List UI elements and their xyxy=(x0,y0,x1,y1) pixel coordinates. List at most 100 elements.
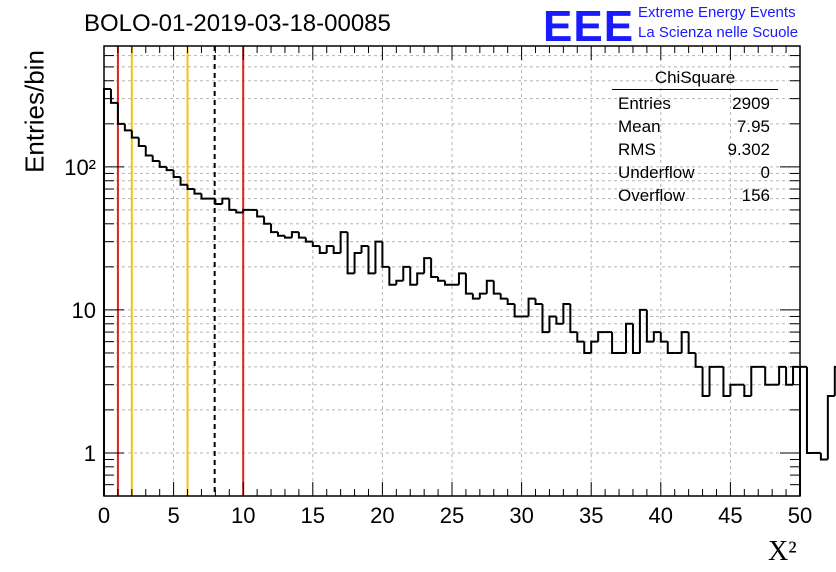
histogram-bin xyxy=(109,89,118,104)
histogram-bin xyxy=(360,244,369,253)
x-tick-label: 0 xyxy=(98,503,110,528)
histogram-bin xyxy=(666,341,675,354)
stats-row-overflow: Overflow 156 xyxy=(612,184,778,207)
histogram-bin xyxy=(339,231,348,253)
histogram-bin xyxy=(764,366,773,386)
histogram-bin xyxy=(625,322,633,353)
x-tick-label: 30 xyxy=(509,503,533,528)
histogram-bin xyxy=(221,197,230,205)
x-tick-label: 10 xyxy=(231,503,255,528)
histogram-bin xyxy=(471,293,480,300)
stats-row-underflow: Underflow 0 xyxy=(612,161,778,184)
histogram-bin xyxy=(367,245,376,275)
x-tick-label: 25 xyxy=(440,503,464,528)
stats-row-entries: Entries 2909 xyxy=(612,92,778,115)
eee-logo: EEE xyxy=(543,2,635,51)
histogram-bin xyxy=(785,366,794,386)
histogram-bin xyxy=(652,331,661,342)
stats-box: ChiSquare Entries 2909 Mean 7.95 RMS 9.3… xyxy=(612,68,778,207)
histogram-bin xyxy=(297,232,306,239)
histogram-bin xyxy=(659,332,668,343)
stats-row-rms: RMS 9.302 xyxy=(612,138,778,161)
logo-line-1: Extreme Energy Events xyxy=(638,4,796,21)
x-tick-label: 50 xyxy=(788,503,812,528)
histogram-bin xyxy=(631,323,640,354)
stats-label: Entries xyxy=(618,94,671,113)
histogram-bin xyxy=(701,366,710,398)
histogram-bin xyxy=(444,280,452,286)
histogram-bin xyxy=(353,251,362,274)
histogram-bin xyxy=(172,170,181,178)
y-axis-label: Entries/bin xyxy=(19,50,50,173)
histogram-bin xyxy=(290,231,299,238)
histogram-bin xyxy=(416,272,425,285)
histogram-bin xyxy=(743,384,752,398)
x-tick-label: 5 xyxy=(167,503,179,528)
histogram-bin xyxy=(103,88,111,496)
histogram-bin xyxy=(506,298,515,305)
histogram-bin xyxy=(256,209,265,218)
histogram-bin xyxy=(485,279,494,294)
y-tick-label: 10 xyxy=(72,298,96,323)
histogram-bin xyxy=(708,365,717,397)
y-tick-label: 10² xyxy=(64,155,96,180)
histogram-bin xyxy=(492,280,501,295)
logo-line-2: La Scienza nelle Scuole xyxy=(638,24,799,41)
histogram-bin xyxy=(638,308,647,353)
histogram-bin xyxy=(826,395,835,460)
histogram-bin xyxy=(423,257,432,274)
histogram-bin xyxy=(611,332,620,354)
histogram-bin xyxy=(534,298,543,305)
histogram-bin xyxy=(123,123,132,132)
stats-value: 9.302 xyxy=(727,140,770,159)
x-tick-label: 40 xyxy=(649,503,673,528)
histogram-bin xyxy=(555,316,564,325)
histogram-bin xyxy=(430,258,439,278)
histogram-bin xyxy=(277,232,285,237)
histogram-bin xyxy=(645,309,654,343)
histogram-bin xyxy=(165,166,174,172)
histogram-bin xyxy=(729,383,738,397)
histogram-bin xyxy=(464,273,473,295)
histogram-bin xyxy=(270,223,278,234)
histogram-bin xyxy=(687,332,696,354)
histogram-bin xyxy=(116,102,125,125)
chart-title: BOLO-01-2019-03-18-00085 xyxy=(84,10,391,37)
x-axis-label: X² xyxy=(768,536,797,567)
histogram-bin xyxy=(409,266,418,286)
histogram-bin xyxy=(374,240,383,274)
histogram-bin xyxy=(527,297,536,317)
x-tick-label: 15 xyxy=(301,503,325,528)
histogram-bin xyxy=(186,184,195,191)
histogram-bin xyxy=(137,137,146,147)
histogram-bin xyxy=(499,293,508,300)
histogram-bin xyxy=(583,341,592,354)
stats-label: Mean xyxy=(618,117,661,136)
histogram-bin xyxy=(325,244,334,253)
histogram-bin xyxy=(395,279,404,285)
stats-row-mean: Mean 7.95 xyxy=(612,115,778,138)
histogram-bin xyxy=(478,292,487,299)
histogram-bin xyxy=(304,237,313,243)
histogram-bin xyxy=(680,331,689,353)
stats-title: ChiSquare xyxy=(612,68,778,90)
stats-label: Underflow xyxy=(618,163,695,182)
histogram-bin xyxy=(242,208,251,213)
histogram-bin xyxy=(562,302,571,324)
histogram-bin xyxy=(576,332,585,343)
histogram-bin xyxy=(437,276,446,282)
histogram-bin xyxy=(158,160,167,168)
histogram-bin xyxy=(388,266,397,286)
histogram-bin xyxy=(722,366,731,398)
histogram-bin xyxy=(457,272,466,285)
stats-label: Overflow xyxy=(618,186,686,205)
histogram-bin xyxy=(235,209,244,214)
histogram-bin xyxy=(228,198,237,211)
histogram-bin xyxy=(200,193,209,200)
histogram-bin xyxy=(569,303,578,334)
histogram-bin xyxy=(778,365,787,385)
histogram-bin xyxy=(792,365,800,385)
histogram-bin xyxy=(318,245,327,254)
histogram-bin xyxy=(283,235,292,239)
